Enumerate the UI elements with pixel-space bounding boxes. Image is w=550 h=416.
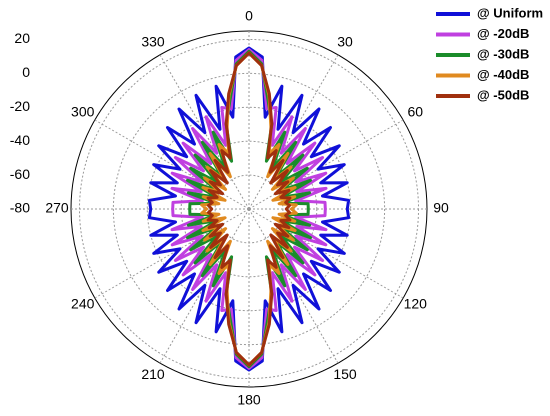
theta-tick-label: 120 (404, 296, 428, 312)
theta-tick-label: 60 (407, 104, 423, 120)
r-tick-label: -40 (10, 132, 30, 148)
legend-label: @ Uniform (477, 5, 543, 20)
legend-label: @ -50dB (477, 87, 529, 102)
theta-tick-label: 180 (237, 392, 261, 408)
r-tick-label: -20 (10, 98, 30, 114)
theta-tick-label: 300 (71, 104, 95, 120)
legend-label: @ -40dB (477, 67, 529, 82)
legend-label: @ -30dB (477, 46, 529, 61)
theta-tick-label: 330 (141, 33, 165, 49)
theta-tick-label: 210 (141, 366, 165, 382)
theta-tick-label: 90 (433, 200, 449, 216)
theta-tick-label: 0 (245, 8, 253, 24)
theta-tick-label: 150 (333, 366, 357, 382)
theta-tick-label: 270 (45, 200, 69, 216)
legend-label: @ -20dB (477, 26, 529, 41)
r-tick-label: -80 (10, 200, 30, 216)
r-tick-label: 0 (22, 64, 30, 80)
theta-tick-label: 30 (337, 33, 353, 49)
r-tick-label: -60 (10, 166, 30, 182)
r-tick-label: 20 (14, 30, 30, 46)
theta-tick-label: 240 (71, 296, 95, 312)
